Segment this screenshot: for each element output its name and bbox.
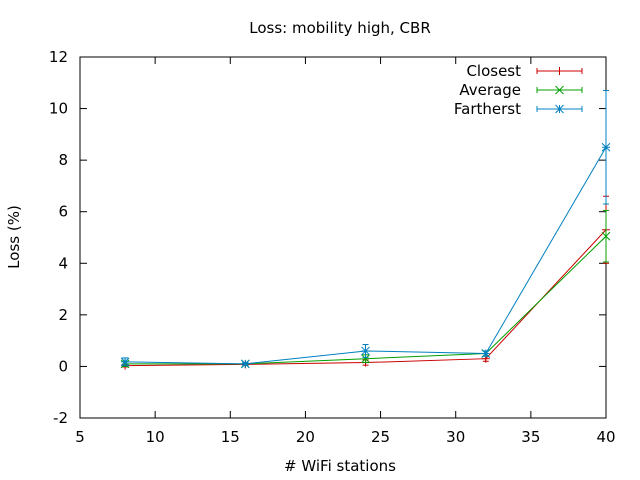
data-point bbox=[481, 349, 491, 358]
x-tick-label: 20 bbox=[296, 428, 315, 446]
data-point bbox=[601, 231, 611, 241]
y-axis-label: Loss (%) bbox=[5, 205, 23, 269]
x-tick-label: 5 bbox=[75, 428, 85, 446]
x-tick-label: 40 bbox=[596, 428, 615, 446]
legend-label: Average bbox=[459, 81, 521, 99]
y-tick-label: 12 bbox=[49, 48, 68, 66]
x-tick-label: 15 bbox=[221, 428, 240, 446]
legend-marker bbox=[555, 104, 564, 114]
series-line-fartherst bbox=[125, 146, 607, 365]
legend-label: Closest bbox=[466, 62, 521, 80]
data-point bbox=[120, 357, 130, 367]
data-point bbox=[601, 142, 611, 152]
x-tick-label: 25 bbox=[371, 428, 390, 446]
x-tick-label: 10 bbox=[146, 428, 165, 446]
legend-marker bbox=[555, 85, 564, 95]
x-tick-label: 35 bbox=[521, 428, 540, 446]
x-tick-label: 30 bbox=[446, 428, 465, 446]
x-axis-label: # WiFi stations bbox=[284, 457, 396, 475]
y-tick-label: 4 bbox=[58, 254, 68, 272]
chart-title: Loss: mobility high, CBR bbox=[249, 19, 431, 37]
legend-label: Fartherst bbox=[454, 100, 521, 118]
y-tick-label: 2 bbox=[58, 306, 68, 324]
y-tick-label: 10 bbox=[49, 100, 68, 118]
y-tick-label: 6 bbox=[58, 203, 68, 221]
legend-marker bbox=[555, 67, 564, 75]
data-point bbox=[240, 359, 250, 369]
data-point bbox=[361, 346, 370, 356]
y-tick-label: -2 bbox=[53, 409, 68, 427]
y-tick-label: 8 bbox=[58, 151, 68, 169]
data-point bbox=[361, 354, 370, 364]
y-tick-label: 0 bbox=[58, 357, 68, 375]
